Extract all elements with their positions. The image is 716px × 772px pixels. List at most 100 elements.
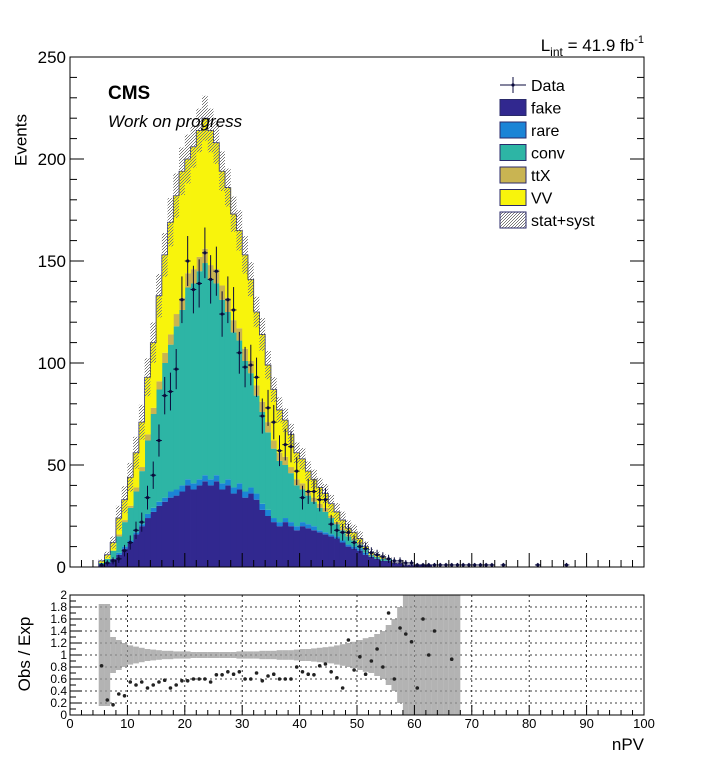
band-22 <box>196 108 203 153</box>
ratio-band-31 <box>247 651 254 659</box>
ratio-band-32 <box>253 651 260 659</box>
x-axis-label-npv: nPV <box>612 735 645 754</box>
data-point-66 <box>450 563 454 567</box>
ratio-band-58 <box>402 595 409 715</box>
bar-conv-34 <box>265 432 272 510</box>
ratio-point-48 <box>346 638 351 642</box>
bar-fake-34 <box>265 516 272 567</box>
bar-fake-31 <box>247 493 255 567</box>
bar-conv-33 <box>259 411 266 504</box>
ratio-band-59 <box>408 595 415 715</box>
legend-data-marker <box>511 83 515 87</box>
ratio-point-29 <box>237 670 242 674</box>
ratio-band-61 <box>420 595 426 715</box>
ratio-point-61 <box>421 617 425 621</box>
bar-fake-26 <box>219 489 226 567</box>
ratio-band-33 <box>259 650 266 660</box>
bar-ttX-12 <box>138 467 146 472</box>
ratio-band-38 <box>288 650 294 660</box>
ratio-point-14 <box>151 683 156 687</box>
ratio-band-65 <box>443 595 449 715</box>
ratio-band-63 <box>431 595 438 715</box>
ratio-point-41 <box>306 672 311 676</box>
data-point-71 <box>478 563 483 567</box>
bar-rare-25 <box>213 475 220 482</box>
legend-label-rare: rare <box>531 123 560 140</box>
ratio-point-63 <box>432 629 437 633</box>
bar-VV-14 <box>150 342 157 408</box>
bar-fake-43 <box>316 532 323 567</box>
bar-rare-8 <box>115 552 123 555</box>
band-25 <box>213 121 220 164</box>
bar-fake-44 <box>322 534 329 567</box>
bar-fake-22 <box>196 485 203 567</box>
bar-ttX-15 <box>156 381 163 390</box>
data-point-72 <box>484 563 488 567</box>
data-point-70 <box>473 563 477 567</box>
band-8 <box>115 505 122 531</box>
data-point-33 <box>260 414 264 418</box>
ratio-band-15 <box>156 650 162 660</box>
data-point-27 <box>226 298 230 302</box>
bar-ttX-37 <box>282 456 289 465</box>
bar-rare-24 <box>207 479 214 486</box>
data-point-47 <box>341 530 345 534</box>
bar-ttX-13 <box>144 434 151 441</box>
ratio-point-53 <box>375 647 379 651</box>
bar-VV-16 <box>161 254 168 353</box>
bar-conv-44 <box>322 511 329 533</box>
bar-conv-13 <box>144 440 151 514</box>
bar-fake-52 <box>368 556 375 567</box>
bar-conv-22 <box>196 271 203 480</box>
ratio-y-axis: 00.20.40.60.811.21.41.61.82 <box>50 588 82 722</box>
legend-label-data: Data <box>531 78 565 95</box>
bar-conv-17 <box>167 344 174 492</box>
ratio-band-26 <box>219 652 225 658</box>
bar-rare-22 <box>196 479 203 486</box>
ratio-band-54 <box>379 631 386 679</box>
bar-fake-19 <box>179 491 186 567</box>
bar-conv-10 <box>127 507 134 541</box>
bar-fake-55 <box>385 560 392 567</box>
legend-swatch-ttX <box>499 166 527 184</box>
data-point-17 <box>168 389 173 394</box>
bar-rare-19 <box>179 485 186 492</box>
ratio-point-32 <box>254 671 259 675</box>
bar-ttX-35 <box>270 440 278 449</box>
data-point-62 <box>427 563 431 567</box>
data-point-25 <box>214 269 218 273</box>
bar-fake-24 <box>207 485 214 567</box>
data-point-41 <box>306 489 310 494</box>
ratio-band-17 <box>167 650 174 660</box>
data-point-34 <box>266 406 270 410</box>
data-point-43 <box>318 498 322 502</box>
bar-rare-27 <box>224 479 232 486</box>
bar-rare-32 <box>253 493 260 500</box>
bar-fake-23 <box>202 481 209 567</box>
bar-fake-45 <box>328 536 335 567</box>
bar-VV-21 <box>190 146 197 270</box>
band-6 <box>104 551 111 558</box>
bar-ttX-18 <box>173 314 180 327</box>
ratio-point-35 <box>271 672 276 676</box>
bar-conv-39 <box>293 485 300 527</box>
bar-conv-11 <box>133 491 140 533</box>
band-14 <box>150 322 157 363</box>
bar-conv-32 <box>253 395 260 494</box>
bar-rare-30 <box>242 491 249 498</box>
data-point-8 <box>117 557 121 561</box>
bar-fake-56 <box>391 562 398 567</box>
bar-fake-47 <box>339 542 346 567</box>
data-point-59 <box>409 561 414 565</box>
data-point-18 <box>174 367 178 371</box>
data-point-15 <box>157 438 161 443</box>
data-point-68 <box>461 563 465 567</box>
band-50 <box>357 531 363 546</box>
band-27 <box>224 168 231 207</box>
band-12 <box>138 404 145 440</box>
data-point-40 <box>300 496 305 500</box>
ratio-band-16 <box>161 650 168 660</box>
data-point-19 <box>180 298 184 302</box>
bar-fake-49 <box>351 548 358 567</box>
ratio-point-38 <box>289 677 293 681</box>
